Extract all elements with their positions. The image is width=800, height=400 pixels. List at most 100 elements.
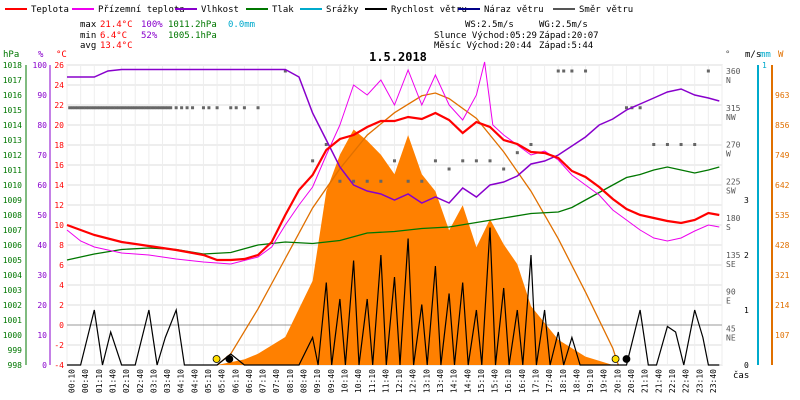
wind-dir-point [665,143,669,146]
x-tick-label: 21:40 [654,369,663,393]
wind-dir-point [95,106,99,110]
wind-dir-point [141,106,145,110]
stats-max-hum: 100% [141,20,163,30]
wind-dir-point [338,179,342,183]
x-tick-label: 16:10 [504,369,513,393]
wind-dir-point [393,159,396,163]
sun-moon-marker [611,355,620,363]
info-ws: WS:2.5m/s [465,20,514,30]
wind-dir-point [163,106,167,110]
x-tick-label: 05:10 [204,369,213,393]
c-tick: 6 [59,261,64,270]
wind-dir-point [556,69,560,73]
c-tick: 4 [59,281,64,290]
pct-tick: 20 [37,301,47,310]
x-tick-label: 06:10 [231,369,240,393]
info-moon-set: Západ:5:44 [539,41,593,51]
humidity-line [67,68,720,204]
wind-dir-point [174,106,178,110]
legend-label: Rychlost větru [391,5,467,15]
wind-dir-point [139,106,143,110]
stats-max-rain: 0.0mm [228,20,255,30]
stats-max-press: 1011.2hPa [168,20,217,30]
wind-dir-point [570,69,574,73]
legend: Teplota Přízemní teplota Vlhkost Tlak Srážky… [5,5,633,15]
dir-tick: E [726,297,731,306]
hpa-tick: 1015 [3,106,22,115]
stats-min-label: min [80,31,96,41]
info-sun-set: Západ:20:07 [539,31,599,41]
dir-tick: 270 [726,141,741,150]
mm-tick: 1 [762,61,767,70]
x-tick-label: 23:40 [709,369,718,393]
wind-dir-point [90,106,94,110]
plot-area [66,61,720,366]
x-axis-title: čas [733,370,749,381]
x-tick-label: 11:10 [368,369,377,393]
c-tick: 26 [54,61,64,70]
wind-dir-point [103,106,107,110]
wind-dir-point [379,179,383,183]
wind-dir-point [311,159,315,163]
x-tick-label: 09:10 [313,369,322,393]
x-tick-label: 14:40 [463,369,472,393]
pct-tick: 80 [37,121,47,130]
ground-temp-line [66,61,720,265]
c-tick: -4 [54,361,64,370]
x-tick-label: 16:40 [518,369,527,393]
x-tick-label: 13:10 [422,369,431,393]
x-tick-label: 01:10 [95,369,104,393]
w-tick: 963 [775,91,790,100]
wind-dir-point [117,106,121,110]
dir-tick: 45 [726,324,736,333]
x-tick-label: 03:10 [149,369,158,393]
wind-dir-point [76,106,80,110]
dir-tick: S [726,223,731,232]
x-tick-label: 02:10 [122,369,131,393]
c-tick: 10 [54,221,64,230]
pct-tick: 100 [33,61,48,70]
pct-tick: 90 [37,91,47,100]
x-tick-label: 23:10 [695,369,704,393]
x-tick-label: 20:40 [627,369,636,393]
stats-avg-temp: 13.4°C [100,41,133,51]
hpa-tick: 1006 [3,241,22,250]
x-tick-label: 22:40 [682,369,691,393]
w-tick: 214 [775,301,790,310]
wind-dir-point [136,106,140,110]
c-tick: 0 [59,321,64,330]
ms-axis-title: m/s [745,50,761,60]
x-tick-label: 02:40 [136,369,145,393]
wind-dir-point [229,106,233,110]
w-tick: 321 [775,271,790,280]
wind-dir-point [638,106,642,110]
sun-moon-marker [225,355,234,363]
wind-dir-point [131,106,134,110]
hpa-tick: 1000 [3,331,22,340]
legend-label: Náraz větru [484,5,544,15]
wind-dir-point [529,143,533,146]
x-tick-label: 10:40 [354,369,363,393]
x-tick-label: 05:40 [218,369,227,393]
wind-dir-point [125,106,129,110]
wind-dir-point [502,167,506,171]
hpa-tick: 1003 [3,286,22,295]
ms-tick: 2 [744,251,749,260]
hpa-axis-title: hPa [3,50,19,60]
wind-dir-point [185,106,189,110]
x-tick-label: 00:10 [68,369,77,393]
pct-axis-title: % [38,50,44,60]
wind-dir-point [73,106,77,110]
wind-dir-point [152,106,156,110]
x-tick-label: 15:10 [477,369,486,393]
x-tick-label: 22:10 [668,369,677,393]
w-tick: 107 [775,331,790,340]
wind-speed-line [67,227,720,366]
wind-dir-point [109,106,113,110]
wind-dir-point [242,106,246,110]
dir-tick: N [726,76,731,85]
w-tick: 642 [775,181,790,190]
hpa-tick: 1013 [3,136,22,145]
wind-dir-point [122,106,126,110]
pct-tick: 70 [37,151,47,160]
